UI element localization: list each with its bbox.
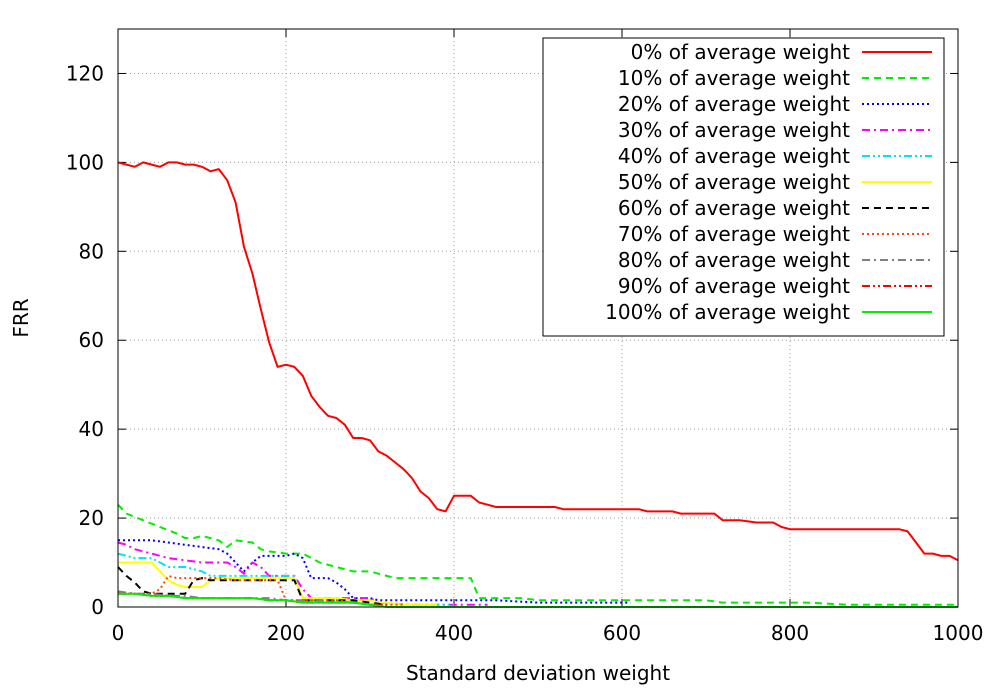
legend-box xyxy=(542,37,945,337)
legend-label: 0% of average weight xyxy=(631,40,851,64)
x-tick-label: 600 xyxy=(603,621,641,645)
x-tick-label: 0 xyxy=(112,621,125,645)
y-tick-label: 40 xyxy=(79,417,104,441)
legend-label: 30% of average weight xyxy=(618,118,850,142)
series-line-2 xyxy=(118,539,631,604)
x-tick-label: 400 xyxy=(435,621,473,645)
y-tick-label: 60 xyxy=(79,328,104,352)
legend-label: 20% of average weight xyxy=(618,92,850,116)
legend-label: 90% of average weight xyxy=(618,274,850,298)
legend-label: 80% of average weight xyxy=(618,248,850,272)
series-line-4 xyxy=(117,552,454,606)
x-axis-label: Standard deviation weight xyxy=(406,661,670,685)
y-axis-label: FRR xyxy=(9,298,33,337)
x-tick-label: 800 xyxy=(771,621,809,645)
series-line-7 xyxy=(118,574,404,606)
y-tick-label: 0 xyxy=(91,595,104,619)
plot-frame xyxy=(117,28,959,608)
legend-label: 50% of average weight xyxy=(618,170,850,194)
legend-label: 100% of average weight xyxy=(605,300,850,324)
y-tick-label: 80 xyxy=(79,239,104,263)
series-line-6 xyxy=(117,566,387,606)
legend-label: 10% of average weight xyxy=(618,66,850,90)
series-line-1 xyxy=(117,504,958,606)
y-tick-label: 20 xyxy=(79,506,104,530)
x-tick-label: 1000 xyxy=(933,621,984,645)
series-line-10 xyxy=(118,592,958,608)
legend-label: 60% of average weight xyxy=(618,196,850,220)
series-line-0 xyxy=(117,161,959,562)
x-tick-label: 200 xyxy=(267,621,305,645)
legend-label: 70% of average weight xyxy=(618,222,850,246)
y-tick-label: 120 xyxy=(66,61,104,85)
series-line-5 xyxy=(118,561,438,606)
y-tick-label: 100 xyxy=(66,150,104,174)
legend-label: 40% of average weight xyxy=(618,144,850,168)
